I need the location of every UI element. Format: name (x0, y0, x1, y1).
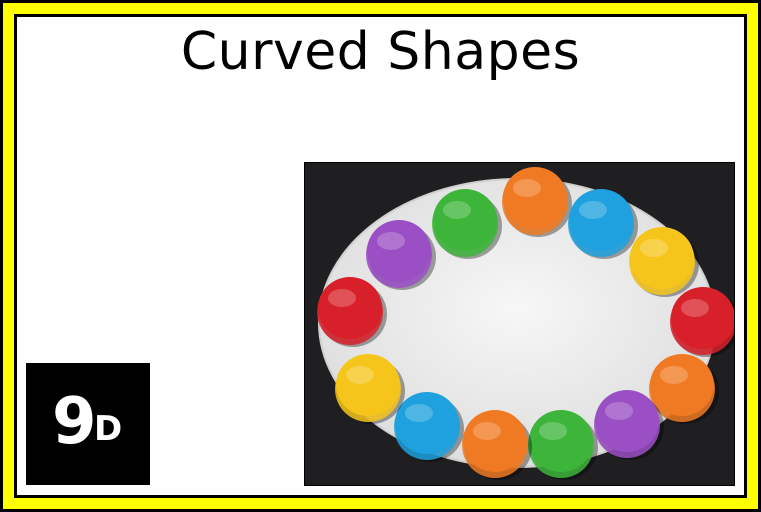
green-playdough-disc (528, 410, 598, 480)
yellow-playdough-disc (335, 354, 405, 424)
badge-letter: D (94, 409, 123, 449)
blue-playdough-disc (394, 392, 464, 462)
photo-illustration (305, 163, 734, 485)
purple-playdough-disc (594, 390, 664, 460)
orange-playdough-disc (649, 354, 719, 424)
red-playdough-disc (670, 287, 734, 357)
purple-playdough-disc (366, 220, 436, 290)
playdough-oval-photo (304, 162, 735, 486)
orange-playdough-disc (462, 410, 532, 480)
orange-playdough-disc (502, 167, 572, 237)
card-title: Curved Shapes (180, 22, 581, 82)
badge-number: 9 (52, 385, 97, 459)
green-playdough-disc (432, 189, 502, 259)
yellow-playdough-disc (629, 227, 699, 297)
blue-playdough-disc (568, 189, 638, 259)
card-number-badge: 9 D (26, 363, 150, 485)
red-playdough-disc (317, 277, 387, 347)
